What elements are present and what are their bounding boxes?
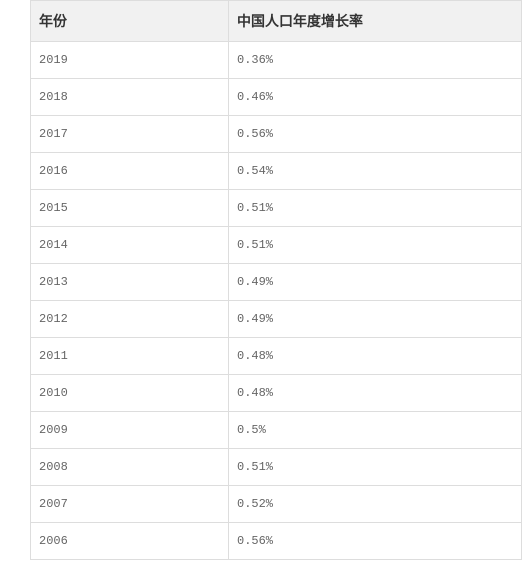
cell-year: 2012 [31, 301, 229, 338]
cell-year: 2009 [31, 412, 229, 449]
cell-year: 2015 [31, 190, 229, 227]
cell-year: 2017 [31, 116, 229, 153]
table-header-row: 年份 中国人口年度增长率 [31, 1, 522, 42]
cell-year: 2013 [31, 264, 229, 301]
cell-year: 2011 [31, 338, 229, 375]
cell-rate: 0.56% [229, 116, 522, 153]
cell-rate: 0.52% [229, 486, 522, 523]
table-row: 2006 0.56% [31, 523, 522, 560]
cell-rate: 0.49% [229, 264, 522, 301]
table-row: 2015 0.51% [31, 190, 522, 227]
table-row: 2016 0.54% [31, 153, 522, 190]
cell-rate: 0.48% [229, 375, 522, 412]
cell-year: 2019 [31, 42, 229, 79]
cell-rate: 0.5% [229, 412, 522, 449]
column-header-rate: 中国人口年度增长率 [229, 1, 522, 42]
cell-year: 2014 [31, 227, 229, 264]
population-growth-table: 年份 中国人口年度增长率 2019 0.36% 2018 0.46% 2017 … [30, 0, 522, 560]
cell-year: 2018 [31, 79, 229, 116]
cell-rate: 0.46% [229, 79, 522, 116]
cell-year: 2007 [31, 486, 229, 523]
cell-rate: 0.56% [229, 523, 522, 560]
table-row: 2014 0.51% [31, 227, 522, 264]
table-container: 年份 中国人口年度增长率 2019 0.36% 2018 0.46% 2017 … [0, 0, 522, 560]
cell-year: 2006 [31, 523, 229, 560]
table-row: 2010 0.48% [31, 375, 522, 412]
cell-rate: 0.51% [229, 190, 522, 227]
cell-year: 2010 [31, 375, 229, 412]
cell-rate: 0.54% [229, 153, 522, 190]
table-row: 2019 0.36% [31, 42, 522, 79]
cell-rate: 0.49% [229, 301, 522, 338]
cell-year: 2008 [31, 449, 229, 486]
table-row: 2013 0.49% [31, 264, 522, 301]
table-row: 2007 0.52% [31, 486, 522, 523]
cell-year: 2016 [31, 153, 229, 190]
table-body: 2019 0.36% 2018 0.46% 2017 0.56% 2016 0.… [31, 42, 522, 560]
table-row: 2009 0.5% [31, 412, 522, 449]
cell-rate: 0.51% [229, 449, 522, 486]
table-row: 2017 0.56% [31, 116, 522, 153]
column-header-year: 年份 [31, 1, 229, 42]
table-row: 2012 0.49% [31, 301, 522, 338]
cell-rate: 0.48% [229, 338, 522, 375]
table-row: 2011 0.48% [31, 338, 522, 375]
cell-rate: 0.51% [229, 227, 522, 264]
table-row: 2008 0.51% [31, 449, 522, 486]
table-row: 2018 0.46% [31, 79, 522, 116]
cell-rate: 0.36% [229, 42, 522, 79]
